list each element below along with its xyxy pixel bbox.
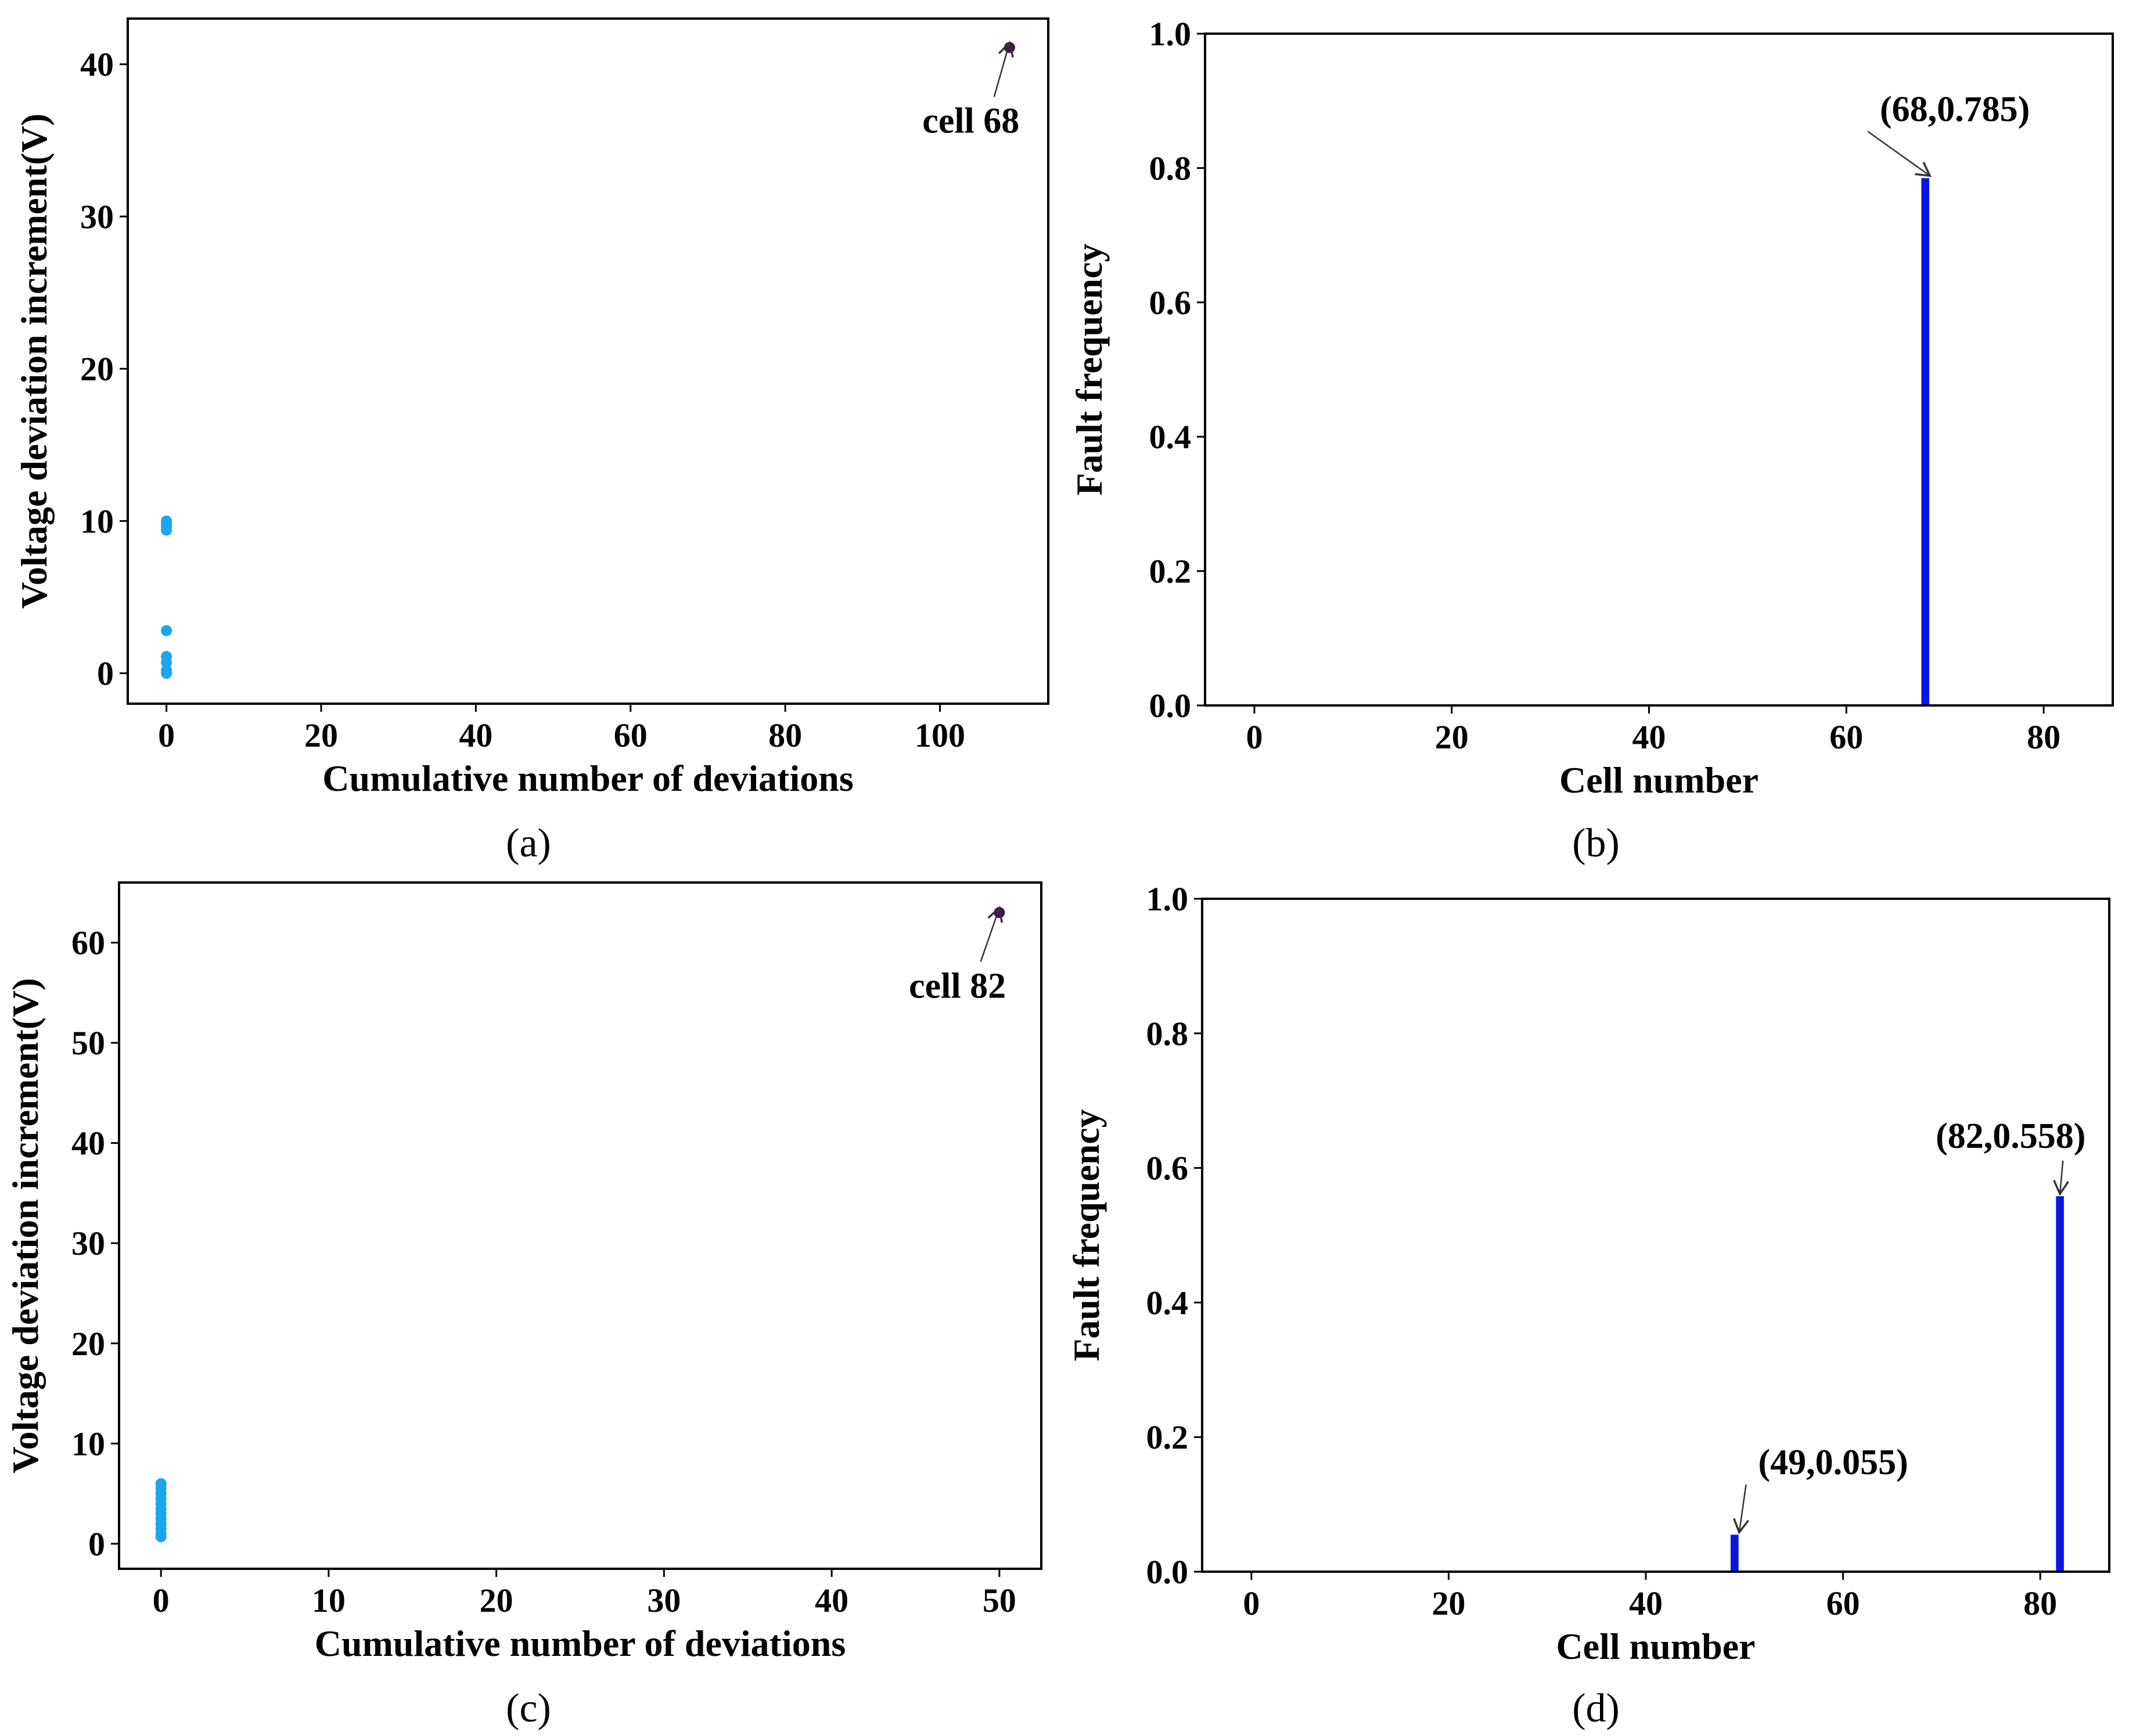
- x-tick-label: 0: [158, 716, 175, 754]
- x-tick-label: 0: [153, 1582, 170, 1619]
- y-tick-label: 0.6: [1149, 284, 1192, 322]
- plot-frame: [1201, 898, 2110, 1573]
- y-tick-label: 10: [71, 1425, 105, 1463]
- y-tick-label: 50: [71, 1024, 105, 1062]
- y-tick-label: 40: [80, 46, 114, 84]
- y-axis-label: Fault frequency: [1066, 1109, 1107, 1361]
- y-tick-label: 0.4: [1146, 1284, 1189, 1321]
- bar-cell-68: [1921, 178, 1930, 705]
- y-tick-label: 1.0: [1146, 880, 1189, 918]
- panel-caption: (a): [506, 821, 551, 866]
- x-tick-label: 40: [459, 716, 492, 754]
- scatter-point-8: [161, 668, 172, 679]
- x-tick-label: 40: [815, 1582, 848, 1619]
- y-tick-label: 1.0: [1149, 15, 1192, 53]
- y-tick-label: 0.2: [1146, 1418, 1189, 1456]
- annotation-label-0: (68,0.785): [1880, 89, 2030, 129]
- scatter-point-3: [161, 524, 172, 536]
- y-axis-label: Fault frequency: [1069, 243, 1110, 495]
- x-tick-label: 0: [1243, 1584, 1260, 1622]
- annotation-arrow-0: [1733, 1484, 1749, 1535]
- y-tick-label: 0.8: [1146, 1015, 1189, 1053]
- bar-cell-49: [1731, 1535, 1739, 1572]
- plot-frame: [1204, 33, 2114, 707]
- x-tick-label: 20: [1435, 718, 1469, 756]
- panel-caption: (d): [1572, 1686, 1620, 1731]
- y-tick-label: 30: [80, 198, 114, 236]
- y-tick-label: 0.6: [1146, 1150, 1189, 1187]
- y-tick-label: 20: [80, 350, 114, 388]
- x-tick-label: 10: [312, 1582, 346, 1619]
- annotation-label-1: (82,0.558): [1936, 1116, 2085, 1156]
- x-tick-label: 40: [1632, 718, 1666, 756]
- x-axis-label: Cell number: [1556, 1626, 1755, 1667]
- chart-panel-1: 0 20 40 60 80 100 0 10 20 30 40 Cumulative number o…: [13, 17, 1049, 866]
- x-tick-label: 60: [1829, 718, 1863, 756]
- y-tick-label: 30: [71, 1224, 105, 1262]
- x-tick-label: 20: [480, 1582, 513, 1619]
- y-tick-label: 20: [71, 1325, 105, 1363]
- x-tick-label: 100: [915, 716, 965, 754]
- x-axis-label: Cumulative number of deviations: [322, 758, 853, 799]
- x-tick-label: 20: [1432, 1584, 1465, 1622]
- x-tick-label: 20: [304, 716, 338, 754]
- y-tick-label: 0.0: [1149, 687, 1192, 725]
- chart-panel-4: 0 20 40 60 80 0.0 0.2 0.4 0.6 0.8 1.0 Cell number Fa…: [1066, 880, 2110, 1731]
- x-tick-label: 30: [647, 1582, 681, 1619]
- scatter-point-4: [161, 625, 172, 636]
- chart-panel-2: 0 20 40 60 80 0.0 0.2 0.4 0.6 0.8 1.0 Cell number Fa…: [1069, 15, 2114, 866]
- x-axis-label: Cumulative number of deviations: [315, 1623, 846, 1664]
- annotation-arrow-0: [1867, 131, 1932, 177]
- x-tick-label: 60: [1826, 1584, 1860, 1622]
- y-axis-label: Voltage deviation increment(V): [5, 978, 46, 1473]
- x-tick-label: 80: [768, 716, 802, 754]
- x-tick-label: 50: [983, 1582, 1016, 1619]
- y-tick-label: 60: [71, 924, 105, 962]
- annotation-arrow-1: [2053, 1160, 2070, 1196]
- x-tick-label: 40: [1629, 1584, 1663, 1622]
- y-tick-label: 0.4: [1149, 418, 1192, 456]
- y-axis-label: Voltage deviation increment(V): [13, 113, 55, 608]
- plot-frame: [127, 17, 1049, 705]
- y-tick-label: 0.8: [1149, 149, 1192, 187]
- y-tick-label: 10: [80, 502, 114, 540]
- y-tick-label: 40: [71, 1125, 105, 1162]
- annotation-label-0: (49,0.055): [1758, 1443, 1908, 1482]
- x-tick-label: 60: [614, 716, 648, 754]
- annotation-arrow-0: [993, 41, 1014, 98]
- x-tick-label: 80: [2027, 718, 2060, 756]
- x-tick-label: 0: [1246, 718, 1263, 756]
- y-tick-label: 0.2: [1149, 553, 1192, 590]
- x-axis-label: Cell number: [1559, 759, 1758, 801]
- annotation-arrow-0: [980, 906, 1003, 962]
- annotation-label-0: cell 82: [909, 966, 1006, 1006]
- plot-frame: [118, 881, 1042, 1570]
- chart-panel-3: 0 10 20 30 40 50 0 10 20 30 40 50 60 Cumulative numbe…: [5, 881, 1042, 1731]
- scatter-point-11: [155, 1531, 167, 1543]
- bar-cell-82: [2056, 1196, 2064, 1572]
- panel-caption: (c): [506, 1686, 551, 1731]
- y-tick-label: 0: [88, 1525, 105, 1563]
- y-tick-label: 0: [97, 655, 114, 693]
- y-tick-label: 0.0: [1146, 1553, 1189, 1591]
- x-tick-label: 80: [2023, 1584, 2057, 1622]
- panel-caption: (b): [1572, 821, 1620, 866]
- annotation-label-0: cell 68: [922, 102, 1019, 141]
